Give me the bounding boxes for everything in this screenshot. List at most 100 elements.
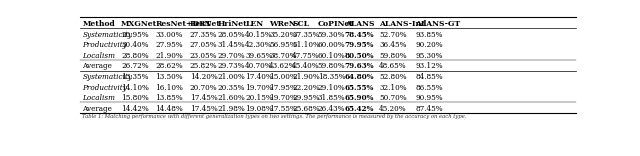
Text: 60.00%: 60.00% bbox=[317, 41, 345, 49]
Text: Systematicity: Systematicity bbox=[83, 31, 132, 39]
Text: 17.40%: 17.40% bbox=[245, 73, 273, 81]
Text: 26.72%: 26.72% bbox=[121, 62, 148, 70]
Text: 21.90%: 21.90% bbox=[156, 52, 183, 60]
Text: 33.00%: 33.00% bbox=[156, 31, 183, 39]
Text: 31.45%: 31.45% bbox=[218, 41, 246, 49]
Text: Localism: Localism bbox=[83, 52, 115, 60]
Text: 14.10%: 14.10% bbox=[121, 84, 149, 92]
Text: 27.35%: 27.35% bbox=[189, 31, 217, 39]
Text: 37.35%: 37.35% bbox=[292, 31, 319, 39]
Text: 17.55%: 17.55% bbox=[269, 105, 297, 113]
Text: 29.70%: 29.70% bbox=[218, 52, 246, 60]
Text: 52.80%: 52.80% bbox=[379, 73, 406, 81]
Text: 65.42%: 65.42% bbox=[345, 105, 374, 113]
Text: 52.70%: 52.70% bbox=[379, 31, 406, 39]
Text: ResNet: ResNet bbox=[189, 20, 221, 28]
Text: 19.70%: 19.70% bbox=[245, 84, 273, 92]
Text: 64.80%: 64.80% bbox=[345, 73, 374, 81]
Text: 28.80%: 28.80% bbox=[121, 52, 148, 60]
Text: 59.30%: 59.30% bbox=[317, 31, 345, 39]
Text: 20.95%: 20.95% bbox=[121, 31, 148, 39]
Text: 30.40%: 30.40% bbox=[121, 41, 148, 49]
Text: Productivity: Productivity bbox=[83, 41, 127, 49]
Text: 20.15%: 20.15% bbox=[245, 94, 273, 102]
Text: ALANS-Ind: ALANS-Ind bbox=[379, 20, 426, 28]
Text: 21.90%: 21.90% bbox=[292, 73, 320, 81]
Text: 90.95%: 90.95% bbox=[415, 94, 443, 102]
Text: 36.45%: 36.45% bbox=[379, 41, 406, 49]
Text: 84.85%: 84.85% bbox=[415, 73, 443, 81]
Text: 17.95%: 17.95% bbox=[269, 84, 297, 92]
Text: Average: Average bbox=[83, 62, 113, 70]
Text: Average: Average bbox=[83, 105, 113, 113]
Text: 45.40%: 45.40% bbox=[292, 62, 320, 70]
Text: 15.80%: 15.80% bbox=[121, 94, 149, 102]
Text: 31.85%: 31.85% bbox=[317, 94, 345, 102]
Text: 78.45%: 78.45% bbox=[345, 31, 374, 39]
Text: 59.80%: 59.80% bbox=[379, 52, 406, 60]
Text: 27.95%: 27.95% bbox=[156, 41, 183, 49]
Text: 65.55%: 65.55% bbox=[345, 84, 374, 92]
Text: ResNet+DRT: ResNet+DRT bbox=[156, 20, 211, 28]
Text: 40.70%: 40.70% bbox=[245, 62, 273, 70]
Text: ALANS-GT: ALANS-GT bbox=[415, 20, 461, 28]
Text: HriNet: HriNet bbox=[218, 20, 248, 28]
Text: 38.70%: 38.70% bbox=[269, 52, 296, 60]
Text: WReN: WReN bbox=[269, 20, 296, 28]
Text: LEN: LEN bbox=[245, 20, 263, 28]
Text: 27.05%: 27.05% bbox=[189, 41, 217, 49]
Text: 25.82%: 25.82% bbox=[189, 62, 217, 70]
Text: 19.08%: 19.08% bbox=[245, 105, 273, 113]
Text: 21.98%: 21.98% bbox=[218, 105, 246, 113]
Text: 20.70%: 20.70% bbox=[189, 84, 217, 92]
Text: SCL: SCL bbox=[292, 20, 309, 28]
Text: 56.95%: 56.95% bbox=[269, 41, 296, 49]
Text: ALANS: ALANS bbox=[345, 20, 374, 28]
Text: 60.10%: 60.10% bbox=[317, 52, 346, 60]
Text: 40.15%: 40.15% bbox=[245, 31, 273, 39]
Text: 93.85%: 93.85% bbox=[415, 31, 443, 39]
Text: 80.50%: 80.50% bbox=[345, 52, 374, 60]
Text: 19.70%: 19.70% bbox=[269, 94, 297, 102]
Text: 32.10%: 32.10% bbox=[379, 84, 406, 92]
Text: 21.60%: 21.60% bbox=[218, 94, 246, 102]
Text: 45.20%: 45.20% bbox=[379, 105, 406, 113]
Text: Productivity: Productivity bbox=[83, 84, 127, 92]
Text: 14.48%: 14.48% bbox=[156, 105, 183, 113]
Text: 95.30%: 95.30% bbox=[415, 52, 443, 60]
Text: 17.45%: 17.45% bbox=[189, 94, 218, 102]
Text: Table 1: Matching performance with different generalization types on two setting: Table 1: Matching performance with diffe… bbox=[83, 114, 467, 119]
Text: 93.12%: 93.12% bbox=[415, 62, 443, 70]
Text: 29.10%: 29.10% bbox=[317, 84, 346, 92]
Text: 87.45%: 87.45% bbox=[415, 105, 443, 113]
Text: 20.35%: 20.35% bbox=[218, 84, 245, 92]
Text: 42.30%: 42.30% bbox=[245, 41, 273, 49]
Text: 23.05%: 23.05% bbox=[189, 52, 217, 60]
Text: 35.20%: 35.20% bbox=[269, 31, 296, 39]
Text: 14.20%: 14.20% bbox=[189, 73, 218, 81]
Text: Systematicity: Systematicity bbox=[83, 73, 132, 81]
Text: MXGNet: MXGNet bbox=[121, 20, 157, 28]
Text: 18.35%: 18.35% bbox=[317, 73, 345, 81]
Text: 17.45%: 17.45% bbox=[189, 105, 218, 113]
Text: 13.85%: 13.85% bbox=[156, 94, 183, 102]
Text: 59.80%: 59.80% bbox=[317, 62, 345, 70]
Text: 14.42%: 14.42% bbox=[121, 105, 149, 113]
Text: 21.00%: 21.00% bbox=[218, 73, 246, 81]
Text: 79.95%: 79.95% bbox=[345, 41, 374, 49]
Text: 15.00%: 15.00% bbox=[269, 73, 297, 81]
Text: 86.55%: 86.55% bbox=[415, 84, 443, 92]
Text: Method: Method bbox=[83, 20, 115, 28]
Text: 13.50%: 13.50% bbox=[156, 73, 183, 81]
Text: 26.43%: 26.43% bbox=[317, 105, 345, 113]
Text: 29.95%: 29.95% bbox=[292, 94, 320, 102]
Text: 13.35%: 13.35% bbox=[121, 73, 148, 81]
Text: 28.62%: 28.62% bbox=[156, 62, 183, 70]
Text: 29.73%: 29.73% bbox=[218, 62, 245, 70]
Text: 47.75%: 47.75% bbox=[292, 52, 320, 60]
Text: 28.05%: 28.05% bbox=[218, 31, 246, 39]
Text: 79.63%: 79.63% bbox=[345, 62, 374, 70]
Text: 50.70%: 50.70% bbox=[379, 94, 406, 102]
Text: 43.62%: 43.62% bbox=[269, 62, 296, 70]
Text: 16.10%: 16.10% bbox=[156, 84, 183, 92]
